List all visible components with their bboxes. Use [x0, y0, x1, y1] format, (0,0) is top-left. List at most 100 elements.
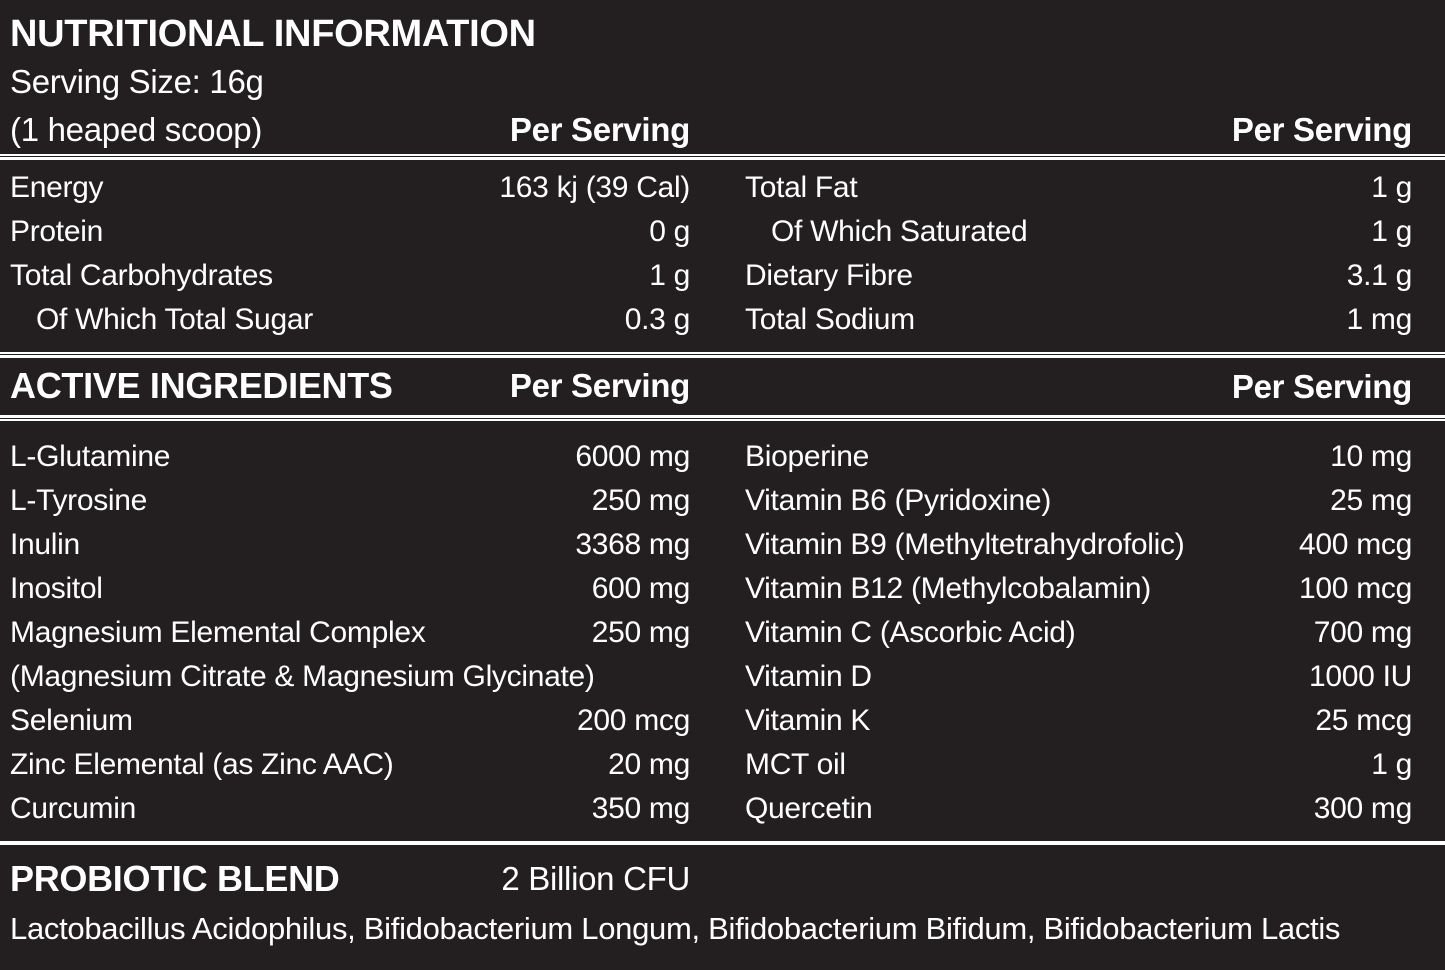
ingredient-value: 3368 mg	[575, 528, 690, 561]
active-right-column: Bioperine 10 mg Vitamin B6 (Pyridoxine) …	[745, 435, 1412, 831]
ingredient-name: Zinc Elemental (as Zinc AAC)	[10, 748, 394, 781]
nutrient-value: 1 g	[649, 259, 690, 292]
probiotic-blend-heading: PROBIOTIC BLEND	[10, 858, 340, 899]
nutrient-row-energy: Energy 163 kj (39 Cal)	[10, 166, 690, 210]
per-serving-active-left: Per Serving	[509, 367, 690, 404]
ingredient-row-inositol: Inositol 600 mg	[10, 567, 690, 611]
nutrient-name: Protein	[10, 215, 103, 248]
active-ingredients-section: L-Glutamine 6000 mg L-Tyrosine 250 mg In…	[10, 421, 1412, 841]
active-band-top-divider	[0, 352, 1445, 358]
ingredient-row-zinc: Zinc Elemental (as Zinc AAC) 20 mg	[10, 743, 690, 787]
ingredient-value: 25 mg	[1330, 484, 1412, 517]
nutrient-row-saturated-fat: Of Which Saturated 1 g	[745, 210, 1412, 254]
active-ingredients-heading: ACTIVE INGREDIENTS	[10, 365, 393, 406]
ingredient-value: 6000 mg	[575, 440, 690, 473]
ingredient-row-magnesium-forms: (Magnesium Citrate & Magnesium Glycinate…	[10, 655, 690, 699]
ingredient-name: L-Glutamine	[10, 440, 171, 473]
active-ingredients-band: ACTIVE INGREDIENTS Per Serving Per Servi…	[10, 358, 1412, 415]
ingredient-value: 700 mg	[1313, 616, 1413, 649]
ingredient-name: MCT oil	[745, 748, 846, 781]
ingredient-row-vitamin-k: Vitamin K 25 mcg	[745, 699, 1412, 743]
nutrient-value: 1 g	[1371, 215, 1412, 248]
header-divider	[0, 154, 1445, 160]
ingredient-row-selenium: Selenium 200 mcg	[10, 699, 690, 743]
ingredient-value: 250 mg	[591, 484, 691, 517]
nutrient-name: Total Carbohydrates	[10, 259, 273, 292]
probiotic-amount: 2 Billion CFU	[501, 860, 690, 897]
per-serving-header-left: Per Serving	[509, 111, 690, 148]
serving-size: Serving Size: 16g	[10, 63, 264, 100]
ingredient-value: 600 mg	[591, 572, 691, 605]
nutrient-value: 0 g	[649, 215, 690, 248]
ingredient-name: Inositol	[10, 572, 103, 605]
nutrient-value: 1 g	[1371, 171, 1412, 204]
ingredient-row-vitamin-d: Vitamin D 1000 IU	[745, 655, 1412, 699]
probiotic-heading-row: PROBIOTIC BLEND 2 Billion CFU	[10, 853, 1412, 905]
nutrient-row-protein: Protein 0 g	[10, 210, 690, 254]
ingredient-name: Vitamin K	[745, 704, 871, 737]
ingredient-row-mct-oil: MCT oil 1 g	[745, 743, 1412, 787]
nutrient-name: Dietary Fibre	[745, 259, 913, 292]
ingredient-name: Magnesium Elemental Complex	[10, 616, 426, 649]
active-band-bottom-divider	[0, 415, 1445, 421]
ingredient-value: 25 mcg	[1315, 704, 1412, 737]
ingredient-name: Bioperine	[745, 440, 870, 473]
ingredient-value: 10 mg	[1330, 440, 1412, 473]
ingredient-name: Selenium	[10, 704, 133, 737]
ingredient-row-curcumin: Curcumin 350 mg	[10, 787, 690, 831]
probiotic-strains: Lactobacillus Acidophilus, Bifidobacteri…	[10, 911, 1341, 946]
nutrient-name: Energy	[10, 171, 104, 204]
label-header: NUTRITIONAL INFORMATION Serving Size: 16…	[10, 10, 1412, 154]
ingredient-value: 1 g	[1371, 748, 1412, 781]
ingredient-value: 200 mcg	[577, 704, 690, 737]
nutrient-row-total-sodium: Total Sodium 1 mg	[745, 298, 1412, 342]
ingredient-row-bioperine: Bioperine 10 mg	[745, 435, 1412, 479]
ingredient-name: Quercetin	[745, 792, 873, 825]
nutrient-value: 0.3 g	[624, 303, 691, 336]
ingredient-value: 20 mg	[608, 748, 690, 781]
nutrient-name: Of Which Saturated	[771, 215, 1028, 248]
per-serving-header-row: (1 heaped scoop) Per Serving Per Serving	[10, 106, 1412, 154]
ingredient-name: Vitamin C (Ascorbic Acid)	[745, 616, 1076, 649]
nutrition-right-column: Total Fat 1 g Of Which Saturated 1 g Die…	[745, 166, 1412, 342]
ingredient-value: 300 mg	[1313, 792, 1413, 825]
ingredient-name: (Magnesium Citrate & Magnesium Glycinate…	[10, 660, 595, 693]
ingredient-row-vitamin-c: Vitamin C (Ascorbic Acid) 700 mg	[745, 611, 1412, 655]
ingredient-name: L-Tyrosine	[10, 484, 148, 517]
serving-note: (1 heaped scoop)	[10, 111, 263, 148]
ingredient-value: 350 mg	[591, 792, 691, 825]
ingredient-row-l-glutamine: L-Glutamine 6000 mg	[10, 435, 690, 479]
ingredient-row-vitamin-b6: Vitamin B6 (Pyridoxine) 25 mg	[745, 479, 1412, 523]
ingredient-row-inulin: Inulin 3368 mg	[10, 523, 690, 567]
ingredient-name: Vitamin B6 (Pyridoxine)	[745, 484, 1052, 517]
nutrient-row-carbohydrates: Total Carbohydrates 1 g	[10, 254, 690, 298]
ingredient-value: 400 mcg	[1299, 528, 1412, 561]
nutrient-name: Total Fat	[745, 171, 858, 204]
ingredient-name: Vitamin D	[745, 660, 872, 693]
probiotic-section: PROBIOTIC BLEND 2 Billion CFU Lactobacil…	[10, 853, 1412, 953]
per-serving-header-right: Per Serving	[1231, 111, 1412, 148]
probiotic-divider	[0, 841, 1445, 845]
nutrient-name: Total Sodium	[745, 303, 915, 336]
ingredient-row-vitamin-b9: Vitamin B9 (Methyltetrahydrofolic) 400 m…	[745, 523, 1412, 567]
ingredient-name: Inulin	[10, 528, 80, 561]
nutrient-row-total-fat: Total Fat 1 g	[745, 166, 1412, 210]
ingredient-name: Vitamin B12 (Methylcobalamin)	[745, 572, 1151, 605]
nutrient-value: 163 kj (39 Cal)	[499, 171, 690, 204]
ingredient-value: 1000 IU	[1309, 660, 1412, 693]
active-left-column: L-Glutamine 6000 mg L-Tyrosine 250 mg In…	[10, 435, 690, 831]
ingredient-row-l-tyrosine: L-Tyrosine 250 mg	[10, 479, 690, 523]
ingredient-row-magnesium: Magnesium Elemental Complex 250 mg	[10, 611, 690, 655]
ingredient-row-quercetin: Quercetin 300 mg	[745, 787, 1412, 831]
per-serving-active-right: Per Serving	[1231, 368, 1412, 405]
nutrient-row-total-sugar: Of Which Total Sugar 0.3 g	[10, 298, 690, 342]
label-title: NUTRITIONAL INFORMATION	[10, 13, 536, 55]
ingredient-row-vitamin-b12: Vitamin B12 (Methylcobalamin) 100 mcg	[745, 567, 1412, 611]
nutrient-value: 1 mg	[1346, 303, 1413, 336]
ingredient-name: Curcumin	[10, 792, 136, 825]
ingredient-name: Vitamin B9 (Methyltetrahydrofolic)	[745, 528, 1185, 561]
nutrient-name: Of Which Total Sugar	[36, 303, 313, 336]
nutrient-row-dietary-fibre: Dietary Fibre 3.1 g	[745, 254, 1412, 298]
ingredient-value: 100 mcg	[1299, 572, 1412, 605]
